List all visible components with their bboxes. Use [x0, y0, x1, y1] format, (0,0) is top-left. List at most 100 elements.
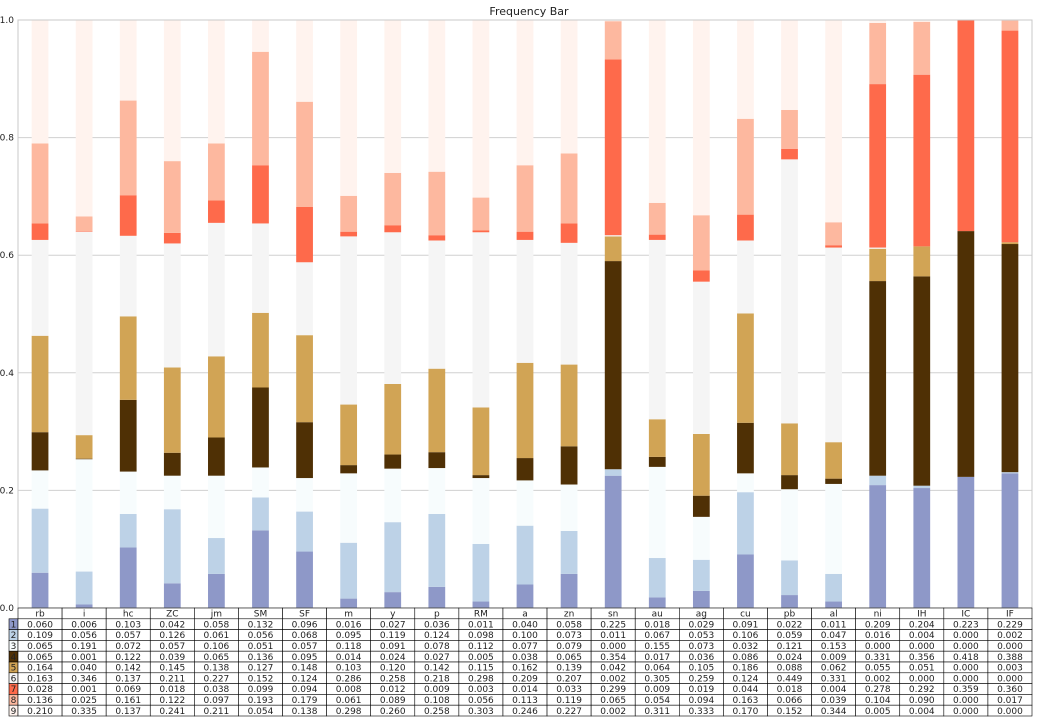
- bar-segment-au-4: [648, 456, 666, 467]
- table-value: 0.000: [953, 696, 979, 706]
- table-value: 0.136: [248, 653, 274, 663]
- table-value: 0.091: [380, 642, 406, 652]
- table-value: 0.331: [865, 653, 891, 663]
- bar-segment-SF-3: [296, 478, 313, 512]
- table-value: 0.065: [27, 653, 53, 663]
- bar-segment-IC-7: [957, 20, 975, 232]
- table-value: 0.299: [600, 685, 626, 695]
- bar-segment-i-8: [75, 216, 93, 232]
- table-value: 0.119: [556, 696, 582, 706]
- bar-segment-cu-8: [737, 118, 754, 215]
- table-value: 0.138: [292, 707, 318, 717]
- bar-segment-rb-7: [31, 223, 49, 240]
- bar-segment-p-1: [428, 586, 446, 608]
- bar-segment-ag-4: [692, 495, 710, 517]
- bar-segment-zn-4: [560, 446, 578, 485]
- bar-segment-SF-4: [296, 422, 313, 479]
- table-value: 0.000: [953, 631, 979, 641]
- bar-segment-pb-9: [781, 20, 798, 110]
- table-value: 0.122: [115, 653, 141, 663]
- bar-segment-au-1: [648, 597, 666, 608]
- table-value: 0.024: [777, 653, 803, 663]
- table-value: 0.073: [556, 631, 582, 641]
- bar-segment-al-1: [825, 601, 842, 608]
- table-value: 0.098: [468, 631, 494, 641]
- table-value: 0.142: [424, 664, 450, 674]
- table-value: 0.186: [733, 664, 759, 674]
- table-value: 0.258: [380, 674, 406, 684]
- table-value: 0.018: [159, 685, 185, 695]
- bar-segment-RM-4: [472, 475, 490, 479]
- bar-segment-sn-2: [604, 469, 622, 476]
- table-value: 0.152: [777, 707, 803, 717]
- bar-segment-hc-2: [119, 513, 137, 548]
- data-table: rb i hc ZC jm SM SF m y p RM a zn sn au ag cu pb al ni IH IC I…: [8, 607, 1033, 717]
- bar-segment-al-3: [825, 483, 842, 574]
- bar-segment-i-6: [75, 231, 93, 436]
- bar-segment-RM-6: [472, 232, 490, 408]
- table-value: 0.099: [248, 685, 274, 695]
- table-value: 0.078: [424, 642, 450, 652]
- table-value: 0.056: [71, 631, 97, 641]
- table-value: 0.005: [865, 707, 891, 717]
- table-value: 0.000: [997, 642, 1023, 652]
- table-value: 0.000: [997, 674, 1023, 684]
- table-value: 0.067: [644, 631, 670, 641]
- bar-segment-a-7: [516, 231, 534, 240]
- bar-segment-IH-1: [913, 488, 931, 608]
- bar-segment-al-8: [825, 222, 842, 246]
- table-row-label: 4: [11, 653, 17, 663]
- bar-segment-SF-6: [296, 262, 313, 336]
- y-tick-label: 0.0: [0, 604, 14, 614]
- table-value: 0.039: [159, 653, 185, 663]
- x-tick-label: SF: [299, 610, 310, 620]
- table-value: 0.002: [997, 631, 1023, 641]
- bar-segment-cu-3: [737, 473, 754, 493]
- y-tick-label: 0.8: [0, 134, 14, 144]
- y-tick-label: 0.2: [0, 486, 14, 496]
- bar-segment-pb-2: [781, 560, 798, 596]
- x-tick-label: ZC: [166, 610, 178, 620]
- table-value: 0.109: [27, 631, 53, 641]
- bar-segment-a-1: [516, 584, 534, 608]
- table-value: 0.356: [909, 653, 935, 663]
- bar-segment-al-2: [825, 573, 842, 602]
- bar-segment-SM-3: [252, 467, 269, 498]
- table-value: 0.193: [248, 696, 274, 706]
- bar-segment-zn-5: [560, 364, 578, 447]
- y-tick-label: 1.0: [0, 16, 14, 26]
- table-value: 0.003: [468, 685, 494, 695]
- bar-segment-RM-9: [472, 20, 490, 198]
- table-value: 0.016: [865, 631, 891, 641]
- table-value: 0.115: [468, 664, 494, 674]
- bar-segment-sn-4: [604, 261, 622, 470]
- bar-segment-sn-5: [604, 236, 622, 262]
- bar-segment-p-7: [428, 235, 446, 241]
- bar-segment-IH-8: [913, 21, 931, 75]
- table-value: 0.191: [71, 642, 97, 652]
- table-value: 0.418: [953, 653, 979, 663]
- table-value: 0.124: [292, 674, 318, 684]
- bar-segment-jm-7: [208, 200, 225, 223]
- table-value: 0.113: [512, 696, 538, 706]
- table-value: 0.047: [821, 631, 847, 641]
- table-value: 0.292: [909, 685, 935, 695]
- table-value: 0.000: [909, 674, 935, 684]
- bar-segment-al-5: [825, 442, 842, 479]
- bar-segment-sn-6: [604, 235, 622, 237]
- bar-segment-pb-1: [781, 595, 798, 608]
- bar-segment-jm-3: [208, 475, 225, 539]
- bar-segment-IC-1: [957, 476, 975, 608]
- table-row-label: 5: [11, 664, 17, 674]
- table-value: 0.073: [688, 642, 714, 652]
- table-value: 0.218: [424, 674, 450, 684]
- table-value: 0.001: [71, 653, 97, 663]
- table-row-label: 9: [11, 707, 17, 717]
- bar-segment-rb-6: [31, 239, 49, 336]
- table-value: 0.311: [644, 707, 670, 717]
- table-value: 0.100: [512, 631, 538, 641]
- x-tick-label: SM: [254, 610, 267, 620]
- table-value: 0.138: [204, 664, 230, 674]
- bar-segment-hc-9: [119, 20, 137, 101]
- bar-segment-m-9: [340, 20, 358, 196]
